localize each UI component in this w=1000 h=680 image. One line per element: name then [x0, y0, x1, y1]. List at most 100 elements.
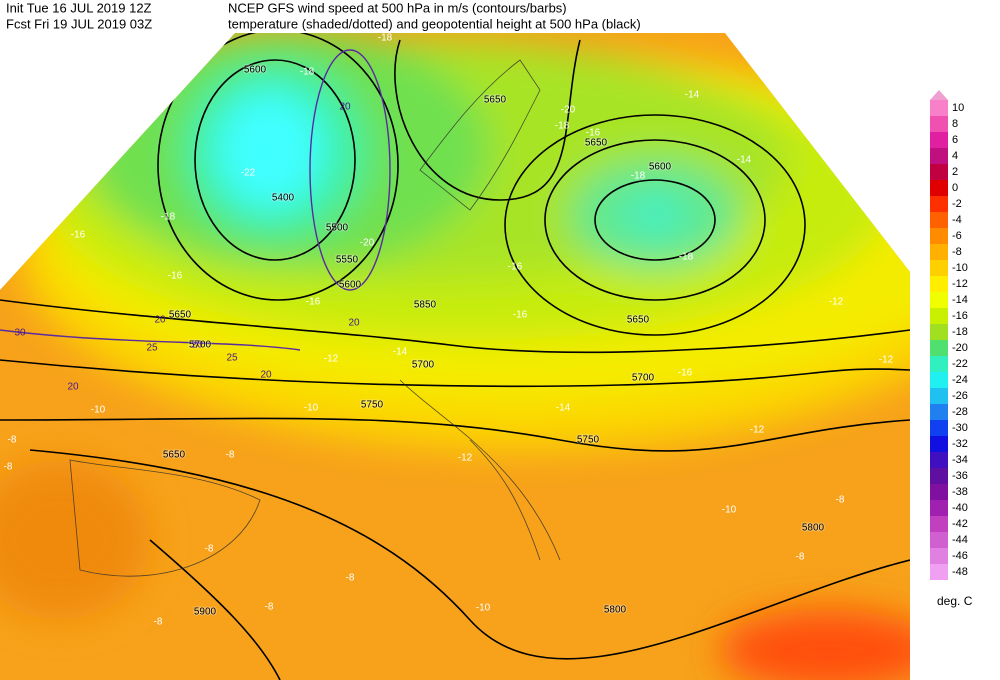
colorbar-label: 2 [952, 166, 958, 178]
colorbar-label: -42 [952, 518, 968, 530]
colorbar-label: -10 [952, 262, 968, 274]
colorbar-label: -24 [952, 374, 968, 386]
colorbar-label: 4 [952, 150, 958, 162]
height-label: 5700 [632, 373, 655, 384]
temperature-label: -8 [226, 450, 235, 461]
wind-label: 20 [260, 370, 272, 381]
colorbar-box [930, 164, 948, 180]
colorbar-label: -26 [952, 390, 968, 402]
colorbar-box [930, 468, 948, 484]
temperature-label: -8 [205, 544, 214, 555]
map: 5400 5500 5550 5600 5650 5650 5600 5650 … [0, 33, 910, 680]
colorbar-label: -8 [952, 246, 962, 258]
wind-label: 20 [67, 382, 79, 393]
colorbar-box [930, 564, 948, 580]
temperature-label: -10 [304, 403, 319, 414]
colorbar-label: -34 [952, 454, 968, 466]
colorbar-label: -6 [952, 230, 962, 242]
colorbar-box [930, 180, 948, 196]
colorbar-label: -2 [952, 198, 962, 210]
colorbar-label: -12 [952, 278, 968, 290]
colorbar-label: -4 [952, 214, 962, 226]
temperature-label: -10 [722, 505, 737, 516]
temperature-label: -20 [561, 105, 576, 116]
height-label: 5750 [577, 435, 600, 446]
temperature-label: -16 [513, 310, 528, 321]
temperature-label: -16 [508, 262, 523, 273]
temperature-label: -10 [91, 405, 106, 416]
colorbar-box [930, 404, 948, 420]
colorbar-box [930, 308, 948, 324]
colorbar-box [930, 132, 948, 148]
height-label: 5700 [412, 360, 435, 371]
subtitle: temperature (shaded/dotted) and geopoten… [228, 16, 641, 31]
colorbar-box [930, 228, 948, 244]
colorbar-box [930, 260, 948, 276]
temperature-label: -20 [360, 238, 375, 249]
temperature-label: -10 [476, 603, 491, 614]
colorbar-box [930, 292, 948, 308]
colorbar-unit: deg. C [937, 594, 973, 608]
temperature-labels: -18 -18 -22 -18 -16 -16 -16 -20 -20 -18 -16 -14 -14 -… [4, 33, 894, 628]
temperature-label: -8 [154, 617, 163, 628]
temperature-label: -18 [555, 121, 570, 132]
height-label: 5650 [627, 315, 650, 326]
temperature-label: -18 [679, 252, 694, 263]
colorbar-label: -36 [952, 470, 968, 482]
height-label: 5650 [585, 138, 608, 149]
temperature-label: -14 [556, 403, 571, 414]
colorbar-arrow [930, 90, 948, 100]
temperature-label: -12 [829, 297, 844, 308]
forecast-time: Fcst Fri 19 JUL 2019 03Z [6, 16, 152, 31]
colorbar-label: -30 [952, 422, 968, 434]
wind-label: 30 [14, 328, 26, 339]
colorbar-label: -22 [952, 358, 968, 370]
temperature-label: -8 [346, 573, 355, 584]
temperature-label: -14 [685, 90, 700, 101]
temperature-label: -8 [265, 602, 274, 613]
temperature-label: -18 [631, 171, 646, 182]
temperature-label: -18 [378, 33, 393, 44]
colorbar-box [930, 356, 948, 372]
colorbar: 10 8 6 4 2 0 -2 -4 -6 -8 -10 -12 -14 -16 -18 -20 -22 -24 -… [930, 90, 968, 580]
temperature-label: -16 [71, 230, 86, 241]
colorbar-box [930, 532, 948, 548]
temperature-label: -8 [4, 462, 13, 473]
temperature-label: -12 [324, 354, 339, 365]
colorbar-box [930, 388, 948, 404]
colorbar-box [930, 324, 948, 340]
wind-label: 20 [339, 102, 351, 113]
temperature-label: -16 [306, 297, 321, 308]
wind-label: 25 [146, 343, 158, 354]
colorbar-label: -18 [952, 326, 968, 338]
height-label: 5750 [361, 400, 384, 411]
colorbar-label: -20 [952, 342, 968, 354]
height-label: 5650 [169, 310, 192, 321]
wind-labels: 20 30 20 25 20 25 20 20 20 [14, 102, 360, 393]
colorbar-label: -16 [952, 310, 968, 322]
height-label: 5800 [802, 523, 825, 534]
colorbar-label: -44 [952, 534, 968, 546]
temperature-label: -16 [586, 128, 601, 139]
wind-label: 20 [348, 318, 360, 329]
colorbar-label: -14 [952, 294, 968, 306]
colorbar-box [930, 420, 948, 436]
init-time: Init Tue 16 JUL 2019 12Z [6, 0, 152, 15]
temperature-label: -16 [168, 271, 183, 282]
temperature-label: -22 [241, 168, 256, 179]
colorbar-box [930, 548, 948, 564]
colorbar-box [930, 452, 948, 468]
colorbar-box [930, 436, 948, 452]
colorbar-label: -38 [952, 486, 968, 498]
colorbar-box [930, 516, 948, 532]
height-label: 5850 [414, 300, 437, 311]
temperature-label: -8 [796, 552, 805, 563]
colorbar-label: -28 [952, 406, 968, 418]
colorbar-label: 10 [952, 102, 964, 114]
colorbar-box [930, 484, 948, 500]
height-label: 5900 [194, 607, 217, 618]
colorbar-box [930, 212, 948, 228]
temperature-label: -8 [836, 495, 845, 506]
colorbar-box [930, 148, 948, 164]
